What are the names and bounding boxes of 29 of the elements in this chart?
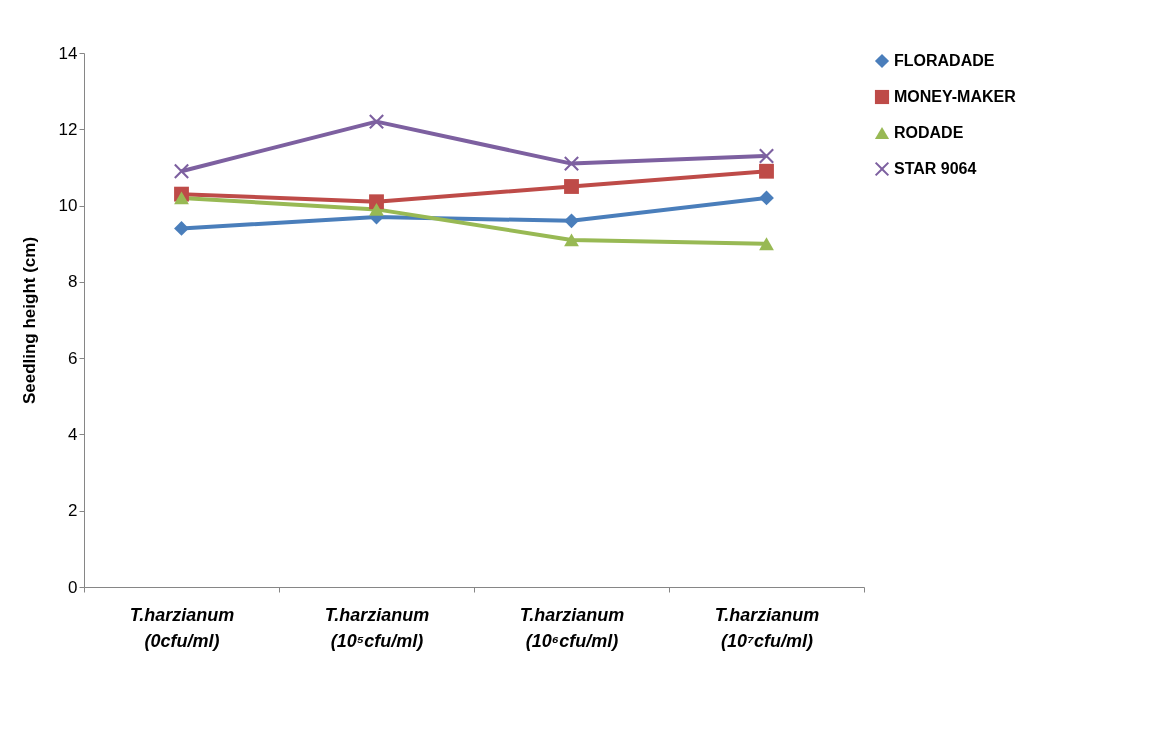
legend-label: STAR 9064 <box>894 160 977 177</box>
point <box>564 213 579 229</box>
y-tick-label: 6 <box>68 348 78 368</box>
point <box>564 179 579 194</box>
point <box>369 202 384 216</box>
y-tick-label: 2 <box>68 501 78 521</box>
point <box>564 156 579 172</box>
y-tick-label: 12 <box>58 119 78 139</box>
legend-label: RODADE <box>894 124 964 141</box>
point <box>174 163 189 179</box>
point <box>759 163 774 179</box>
x-tick-label: T.harzianum (10⁷cfu/ml) <box>714 604 820 651</box>
x-tick-label: T.harzianum (10⁶cfu/ml) <box>519 604 625 651</box>
point <box>759 237 774 251</box>
point <box>369 194 384 210</box>
y-axis-title: Seedling height (cm) <box>19 236 39 405</box>
point <box>369 114 384 130</box>
y-tick-label: 4 <box>68 424 78 444</box>
y-tick-label: 10 <box>58 196 78 216</box>
x-tick-label: T.harzianum (0cfu/ml) <box>129 604 235 651</box>
y-tick-label: 0 <box>68 577 78 597</box>
point <box>174 191 189 205</box>
x-tick-label: T.harzianum (10⁵cfu/ml) <box>324 604 430 651</box>
y-tick-label: 8 <box>68 272 78 292</box>
point <box>564 233 579 247</box>
y-tick-label: 14 <box>58 43 78 63</box>
point <box>174 221 189 236</box>
legend-label: MONEY-MAKER <box>894 88 1017 105</box>
legend-label: FLORADADE <box>894 52 995 69</box>
